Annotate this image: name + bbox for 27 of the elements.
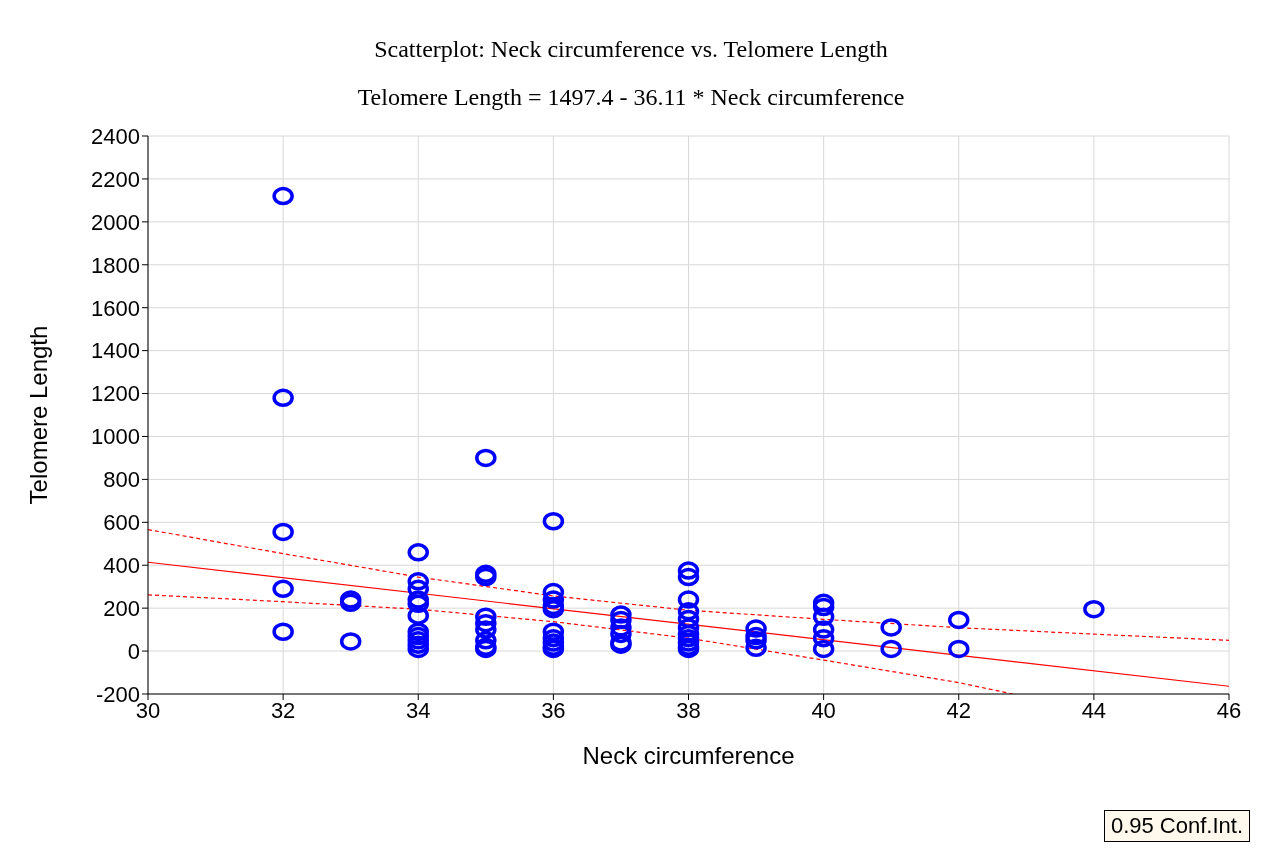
y-axis-title: Telomere Length [24,325,52,505]
y-tick-label: 0 [127,638,140,664]
y-tick-label: 1000 [91,424,140,450]
line-series [148,529,1229,641]
y-tick-label: 2000 [91,209,140,235]
y-tick-label: 400 [103,553,140,579]
x-tick-label: 44 [1081,697,1107,723]
y-tick-label: 600 [103,510,140,536]
y-tick-label: 1400 [91,338,140,364]
y-tick-label: 1800 [91,252,140,278]
x-tick-label: 40 [811,697,836,723]
x-tick-label: 46 [1216,697,1242,723]
chart-subtitle: Telomere Length = 1497.4 - 36.11 * Neck circumference [356,84,906,111]
x-tick-label: 42 [946,697,971,723]
y-tick-label: 1200 [91,381,140,407]
chart-title: Scatterplot: Neck circumference vs. Telomere Length [373,36,889,63]
y-tick-label: 800 [103,467,140,493]
text: 0.95 Conf.Int. [1103,810,1250,842]
y-tick-label: 2200 [91,166,140,192]
x-axis-title: Neck circumference [582,742,795,769]
y-tick-label: 2400 [91,123,140,149]
y-tick-label: 200 [103,595,140,621]
x-tick-label: 36 [541,697,566,723]
y-tick-label: 1600 [91,295,140,321]
x-tick-label: 34 [406,697,431,723]
x-tick-label: 32 [270,697,296,723]
x-tick-label: 38 [676,697,701,723]
